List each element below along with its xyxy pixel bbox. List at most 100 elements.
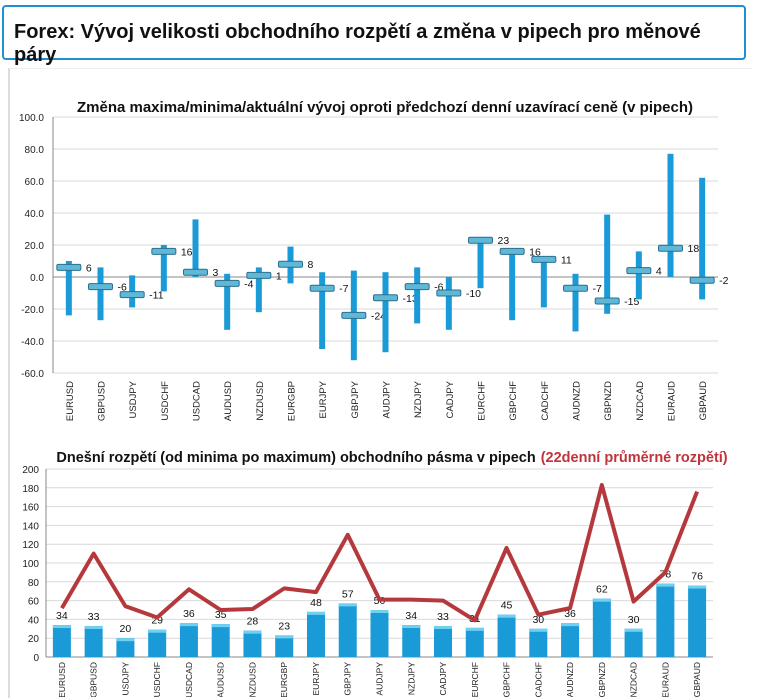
bar-top-highlight (465, 627, 484, 631)
data-label: -4 (244, 278, 253, 290)
current-marker (341, 311, 367, 319)
bar (656, 583, 675, 657)
y-tick-label: 100.0 (19, 113, 44, 124)
x-tick-label: USDCAD (184, 662, 194, 697)
spread-chart-title-main: Dnešní rozpětí (od minima po maximum) ob… (56, 450, 535, 466)
x-tick-label: GBPCHF (502, 662, 512, 697)
y-tick-label: -20.0 (21, 305, 44, 316)
current-marker (151, 247, 177, 255)
data-label: 23 (498, 235, 510, 247)
range-bar (160, 245, 167, 292)
chart-panel (8, 68, 752, 698)
x-tick-label: NZDCAD (629, 662, 639, 697)
bar-data-label: 76 (691, 571, 703, 583)
bar-top-highlight (338, 603, 357, 607)
bar (592, 598, 611, 657)
x-tick-label: AUDNZD (565, 662, 575, 697)
current-marker (563, 284, 588, 292)
bar-data-label: 62 (596, 584, 608, 596)
range-bar (477, 240, 484, 289)
current-marker (119, 291, 145, 299)
bar-data-label: 28 (247, 616, 259, 628)
y-tick-label: 100 (22, 559, 39, 570)
current-marker (594, 297, 620, 305)
bar-top-highlight (497, 614, 516, 618)
y-tick-label: 120 (22, 540, 39, 551)
y-tick-label: 0 (33, 653, 39, 664)
range-bar (635, 251, 642, 300)
range-bar (572, 273, 579, 332)
spread-chart: 20018016014012010080604020034EURUSD33GBP… (22, 465, 713, 697)
data-label: -7 (339, 283, 348, 295)
y-tick-label: 80 (28, 578, 40, 589)
x-tick-label: EURUSD (57, 662, 67, 697)
x-tick-label: GBPAUD (698, 381, 709, 421)
range-bar (604, 214, 611, 314)
x-tick-label: NZDJPY (413, 380, 424, 418)
bar-data-label: 20 (120, 623, 132, 635)
data-label: 16 (181, 246, 193, 258)
x-tick-label: EURGBP (279, 662, 289, 697)
bar-top-highlight (688, 585, 707, 589)
y-tick-label: -60.0 (21, 369, 44, 380)
x-tick-label: EURGBP (287, 381, 298, 421)
x-tick-label: AUDJPY (382, 380, 393, 418)
x-tick-label: EURJPY (318, 380, 329, 418)
current-marker (658, 244, 683, 252)
bar-top-highlight (561, 623, 580, 627)
current-marker (309, 284, 335, 292)
data-label: -15 (624, 296, 639, 308)
x-tick-label: CADJPY (438, 662, 448, 696)
range-bar (97, 267, 104, 321)
x-tick-label: AUDUSD (223, 381, 234, 421)
bar (243, 630, 262, 657)
range-bar (192, 219, 199, 277)
x-tick-label: EURCHF (477, 381, 488, 421)
bar-data-label: 34 (405, 610, 417, 622)
data-label: -2 (719, 275, 728, 287)
bar-top-highlight (656, 583, 675, 587)
range-chart: 100.0 80.0 60.0 40.0 20.0 0.0 -20.0 -40.0 -60.0 6… (19, 113, 729, 421)
range-bar (509, 251, 516, 321)
y-tick-label: 60 (28, 597, 40, 608)
bar (497, 614, 516, 657)
x-tick-label: USDCHF (160, 381, 171, 421)
bar (370, 610, 389, 657)
x-tick-label: GBPUSD (89, 662, 99, 697)
x-tick-label: NZDUSD (247, 662, 257, 697)
y-tick-label: 160 (22, 503, 39, 514)
current-marker (373, 294, 398, 302)
bar-top-highlight (84, 625, 103, 629)
bar (179, 623, 198, 657)
bar-data-label: 36 (183, 608, 195, 620)
spread-chart-title: Dnešní rozpětí (od minima po maximum) ob… (56, 450, 727, 466)
x-tick-label: GBPCHF (508, 381, 519, 421)
x-tick-label: GBPAUD (692, 662, 702, 697)
data-label: 16 (529, 246, 541, 258)
bar-top-highlight (434, 625, 453, 629)
spread-chart-title-highlight: (22denní průměrné rozpětí) (541, 450, 728, 466)
bar-top-highlight (148, 629, 167, 633)
x-tick-label: AUDUSD (216, 662, 226, 697)
bar-data-label: 35 (215, 609, 227, 621)
range-chart-title: Změna maxima/minima/aktuální vývoj oprot… (77, 99, 693, 116)
bar (306, 611, 325, 657)
bar-top-highlight (116, 638, 135, 642)
current-marker (689, 276, 715, 284)
current-marker (88, 283, 113, 291)
bar (434, 625, 453, 657)
current-marker (214, 279, 240, 287)
data-label: 18 (688, 243, 700, 255)
bar-data-label: 30 (532, 614, 544, 626)
x-tick-label: GBPNZD (597, 662, 607, 697)
page-title: Forex: Vývoj velikosti obchodního rozpět… (14, 21, 701, 66)
data-label: -10 (466, 288, 481, 300)
bar-data-label: 45 (501, 600, 513, 612)
data-label: 11 (561, 254, 572, 266)
x-tick-label: EURCHF (470, 662, 480, 697)
bar-data-label: 36 (564, 608, 576, 620)
current-marker (278, 260, 303, 268)
bar-top-highlight (592, 598, 611, 602)
data-label: -6 (118, 282, 127, 294)
